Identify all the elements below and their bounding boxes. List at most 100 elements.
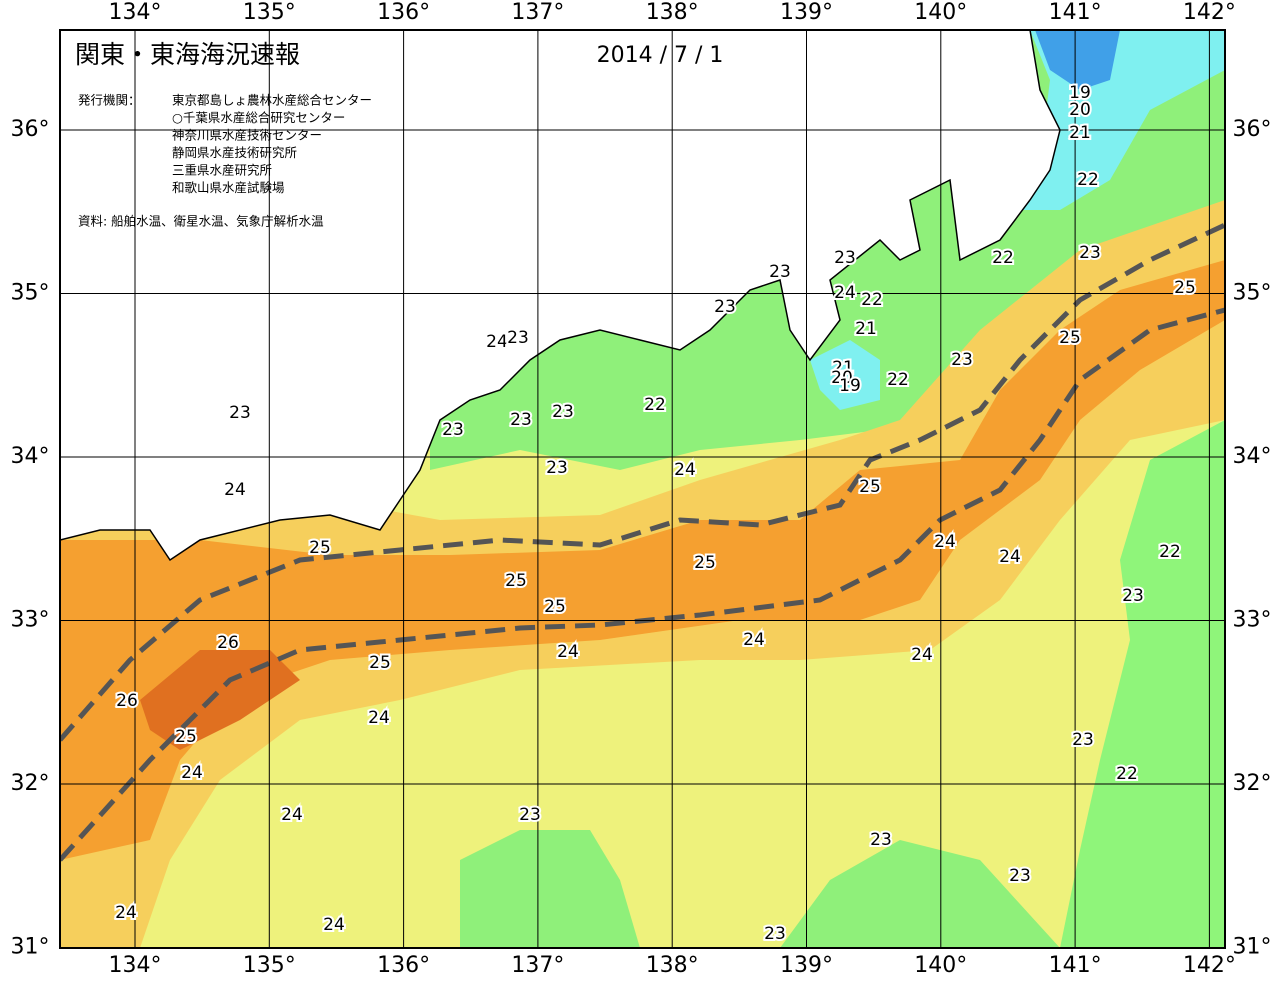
lat-label-right: 36° [1233,117,1272,142]
contour-label: 23 [552,402,574,422]
lon-label-bottom: 134° [109,953,162,978]
contour-label: 25 [1174,278,1196,298]
contour-label: 24 [486,332,508,352]
contour-label: 25 [309,538,331,558]
lat-label-right: 34° [1233,444,1272,469]
lat-label-left: 35° [11,281,50,306]
contour-label: 23 [229,403,251,423]
contour-label: 21 [855,319,877,339]
contour-label: 23 [870,830,892,850]
lon-label-bottom: 139° [780,953,833,978]
agency: 神奈川県水産技術センター [172,128,322,143]
lon-label-bottom: 141° [1049,953,1102,978]
lat-label-right: 31° [1233,935,1272,960]
agency-label: 発行機関： [78,93,141,108]
contour-label: 22 [1159,542,1181,562]
contour-label: 23 [507,328,529,348]
contour-label: 24 [224,480,246,500]
contour-label: 23 [951,350,973,370]
contour-label: 22 [644,395,666,415]
contour-label: 23 [1072,730,1094,750]
contour-label: 20 [831,368,853,388]
contour-label: 23 [1009,866,1031,886]
contour-label: 25 [859,477,881,497]
lon-label-top: 139° [780,0,833,25]
lon-label-top: 136° [377,0,430,25]
lon-label-bottom: 137° [511,953,564,978]
agency: 三重県水産研究所 [172,163,272,178]
lon-label-bottom: 136° [377,953,430,978]
lon-label-bottom: 135° [243,953,296,978]
lat-label-right: 33° [1233,608,1272,633]
lat-label-left: 32° [11,771,50,796]
contour-label: 22 [861,290,883,310]
contour-label: 25 [544,597,566,617]
contour-label: 22 [1077,170,1099,190]
contour-label: 24 [115,903,137,923]
contour-label: 21 [832,358,854,378]
lon-label-top: 142° [1183,0,1236,25]
contour-label: 24 [557,642,579,662]
contour-label: 22 [887,370,909,390]
contour-label: 26 [116,691,138,711]
lat-label-left: 34° [11,444,50,469]
lon-label-bottom: 142° [1183,953,1236,978]
contour-label: 24 [911,645,933,665]
lat-label-right: 35° [1233,281,1272,306]
contour-label: 22 [1116,764,1138,784]
lon-label-bottom: 138° [646,953,699,978]
lon-label-top: 138° [646,0,699,25]
contour-label: 23 [714,297,736,317]
contour-label: 23 [769,262,791,282]
contour-label: 23 [834,248,856,268]
contour-label: 24 [181,763,203,783]
contour-label: 25 [175,727,197,747]
labels: 東京都島しょ農林水産総合センター ○千葉県水産総合研究センター神奈川県水産技術セン… [11,0,1272,978]
title: 関東・東海海況速報 [75,40,300,69]
contour-label: 24 [368,708,390,728]
contour-label: 24 [674,460,696,480]
lat-label-left: 31° [11,935,50,960]
agency: ○千葉県水産総合研究センター [172,110,345,125]
lon-label-top: 141° [1049,0,1102,25]
contour-label: 24 [281,805,303,825]
lon-label-top: 135° [243,0,296,25]
contour-label: 24 [934,532,956,552]
agency: 静岡県水産技術研究所 [172,145,297,160]
map-frame [59,29,1226,949]
sea-temperature-field [60,30,1225,948]
contour-label: 25 [694,553,716,573]
contour-label: 24 [834,283,856,303]
contour-label: 19 [839,376,861,396]
lat-label-right: 32° [1233,771,1272,796]
contour-label: 20 [1069,100,1091,120]
contour-label: 23 [546,458,568,478]
date: 2014 / 7 / 1 [597,43,724,68]
contour-label: 23 [1122,586,1144,606]
contour-label: 25 [369,653,391,673]
contour-label: 21 [1069,123,1091,143]
contour-label: 24 [999,547,1021,567]
lon-label-bottom: 140° [914,953,967,978]
lat-label-left: 36° [11,117,50,142]
lat-label-left: 33° [11,608,50,633]
contour-label: 23 [442,420,464,440]
lon-label-top: 137° [511,0,564,25]
contour-label: 23 [519,805,541,825]
contour-label: 24 [323,915,345,935]
contour-label: 19 [1069,83,1091,103]
agency: 東京都島しょ農林水産総合センター [172,93,372,108]
agency: 和歌山県水産試験場 [172,180,285,195]
contour-label: 23 [510,410,532,430]
contour-label: 25 [1059,328,1081,348]
lon-label-top: 140° [914,0,967,25]
contour-label: 23 [764,924,786,944]
contour-label: 26 [217,633,239,653]
contour-label: 22 [992,248,1014,268]
source: 資料: 船舶水温、衛星水温、気象庁解析水温 [78,214,324,229]
contour-label: 25 [505,571,527,591]
contour-label: 24 [743,630,765,650]
contour-label: 23 [1079,243,1101,263]
lon-label-top: 134° [109,0,162,25]
